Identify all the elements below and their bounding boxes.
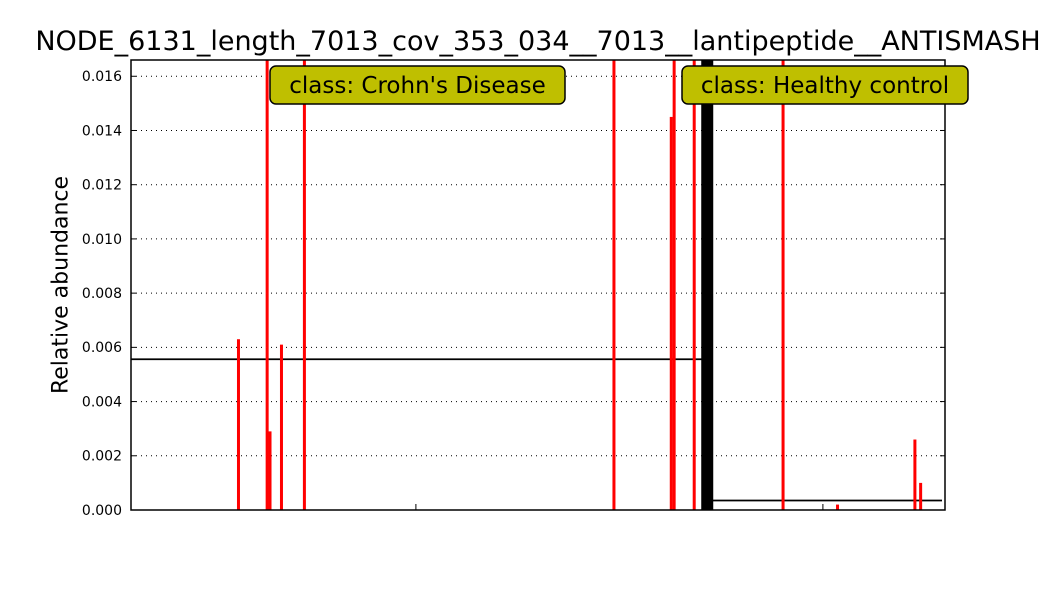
bar — [669, 116, 673, 511]
class-label-box — [681, 65, 969, 105]
bar — [913, 439, 917, 510]
y-tick-label: 0.008 — [82, 286, 122, 302]
y-tick-label: 0.014 — [82, 123, 122, 139]
bar — [279, 344, 283, 510]
y-tick-label: 0.012 — [82, 178, 122, 194]
y-tick-label: 0.004 — [82, 394, 122, 410]
y-tick-label: 0.002 — [82, 449, 122, 465]
bar — [236, 339, 240, 510]
chart-title: NODE_6131_length_7013_cov_353_034__7013_… — [35, 26, 1040, 57]
plot-frame — [130, 59, 946, 511]
class-label-box — [269, 65, 566, 105]
y-tick-label: 0.000 — [82, 503, 122, 519]
class-means — [131, 358, 942, 502]
y-tick-label: 0.006 — [82, 340, 122, 356]
grid — [131, 75, 945, 457]
bar — [265, 60, 269, 510]
y-axis-label: Relative abundance — [49, 176, 74, 394]
y-tick-label: 0.010 — [82, 232, 122, 248]
bar — [672, 60, 676, 510]
y-tick-label: 0.016 — [82, 69, 122, 85]
class-label: class: Healthy control — [701, 73, 949, 99]
bar — [268, 431, 272, 510]
class-label: class: Crohn's Disease — [289, 73, 545, 99]
axes: 0.000 0.002 0.004 0.006 0.008 0.010 0.012 0.014… — [82, 59, 946, 519]
bar — [836, 504, 840, 510]
class-labels: class: Crohn's Disease class: Healthy con… — [269, 65, 969, 105]
class-divider — [701, 60, 714, 510]
bar — [692, 60, 696, 510]
bar — [612, 60, 616, 510]
bar — [302, 60, 306, 510]
bar — [919, 482, 923, 510]
bars — [236, 60, 923, 511]
bar — [781, 60, 785, 510]
